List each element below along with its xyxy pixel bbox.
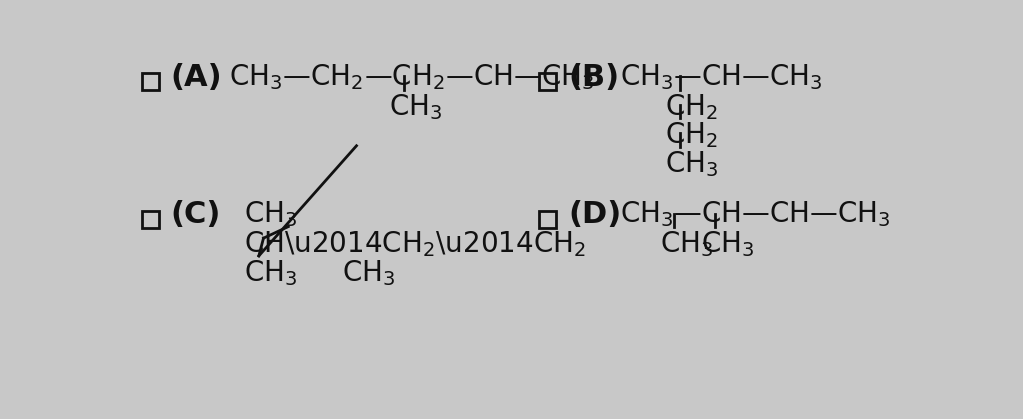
Text: CH$_3$: CH$_3$ [244,258,298,288]
Text: (A): (A) [171,62,222,92]
Text: CH$_2$: CH$_2$ [665,92,718,122]
Text: (D): (D) [568,200,621,229]
Text: CH$_3$: CH$_3$ [244,200,298,230]
Text: CH$_3$: CH$_3$ [665,149,718,178]
Text: CH$_3$—CH—CH$_3$: CH$_3$—CH—CH$_3$ [620,62,822,93]
Text: CH$_3$: CH$_3$ [389,92,442,122]
Text: CH$_2$: CH$_2$ [665,120,718,150]
Text: CH$_3$: CH$_3$ [660,229,713,259]
Text: (B): (B) [568,62,619,92]
Text: CH$_3$: CH$_3$ [701,229,754,259]
Text: CH$_3$—CH$_2$—CH$_2$—CH—CH$_3$: CH$_3$—CH$_2$—CH$_2$—CH—CH$_3$ [228,62,594,93]
Text: (C): (C) [171,200,221,229]
Text: CH\u2014CH$_2$\u2014CH$_2$: CH\u2014CH$_2$\u2014CH$_2$ [244,229,586,259]
Text: CH$_3$: CH$_3$ [342,258,395,288]
Text: CH$_3$—CH—CH—CH$_3$: CH$_3$—CH—CH—CH$_3$ [620,200,891,230]
